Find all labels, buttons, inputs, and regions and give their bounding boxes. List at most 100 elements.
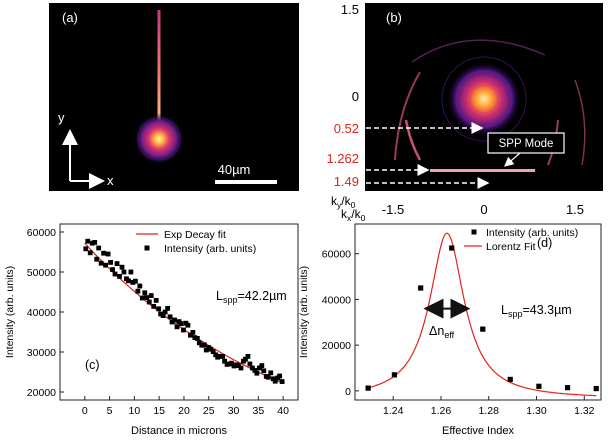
data-point <box>190 330 195 335</box>
y-tick-label: 30000 <box>27 347 56 359</box>
data-point <box>186 323 191 328</box>
legend-points-swatch <box>145 246 150 251</box>
y-tick-label: 20000 <box>322 340 351 352</box>
x-tick-label: 1.32 <box>574 405 595 417</box>
x-axis-title: Effective Index <box>442 425 514 437</box>
chart-d: 1.24 1.26 1.28 1.30 1.32 0 20000 40000 60000 Effe… <box>298 224 601 437</box>
scale-bar <box>215 180 277 184</box>
x-tick-label: 15 <box>153 405 165 417</box>
data-point <box>480 327 485 332</box>
central-spot <box>446 61 522 137</box>
data-point <box>268 370 273 375</box>
ky-tick-zero: 0 <box>352 89 359 104</box>
data-point <box>96 246 101 251</box>
kx-tick-neg: -1.5 <box>382 202 404 217</box>
data-point <box>280 379 285 384</box>
x-tick-label: 1.28 <box>479 405 500 417</box>
y-tick-label: 20000 <box>27 387 56 399</box>
data-point <box>195 336 200 341</box>
data-point <box>137 284 142 289</box>
data-point <box>83 246 88 251</box>
marker-label-1262: 1.262 <box>326 151 359 166</box>
data-point <box>151 304 156 309</box>
kx-tick-pos: 1.5 <box>566 202 584 217</box>
data-point <box>108 260 113 265</box>
x-tick-label: 1.24 <box>383 405 404 417</box>
data-point <box>179 321 184 326</box>
data-point <box>254 371 259 376</box>
kx-tick-zero: 0 <box>480 202 487 217</box>
data-point <box>165 306 170 311</box>
data-point <box>140 296 145 301</box>
x-tick-label: 1.30 <box>526 405 547 417</box>
x-tick-label: 0 <box>82 405 88 417</box>
marker-label-149: 1.49 <box>334 174 359 189</box>
data-point <box>259 363 264 368</box>
y-tick-label: 60000 <box>322 249 351 261</box>
data-point <box>103 263 108 268</box>
legend-fit-label: Lorentz Fit <box>486 241 536 253</box>
data-point <box>88 250 93 255</box>
data-point <box>133 279 138 284</box>
x-axis-label: x <box>107 173 114 188</box>
lspp-annotation-d: Lspp=43.3µm <box>501 303 572 319</box>
data-point <box>508 377 513 382</box>
data-point <box>122 270 127 275</box>
data-point <box>277 374 282 379</box>
y-axis-title: Intensity (arb. units) <box>298 266 310 358</box>
data-point <box>220 354 225 359</box>
chart-c: 0 5 10 15 20 25 30 35 40200003000040000500006000… <box>4 224 298 437</box>
data-point <box>181 328 186 333</box>
data-point <box>149 293 154 298</box>
kx-label: kx/k0 <box>341 207 366 223</box>
y-tick-label: 40000 <box>322 294 351 306</box>
data-point <box>418 285 423 290</box>
x-tick-label: 10 <box>129 405 141 417</box>
data-point <box>99 261 104 266</box>
spp-callout-text: SPP Mode <box>499 138 554 150</box>
x-tick-label: 1.26 <box>431 405 452 417</box>
panel-b-label: (b) <box>386 10 402 25</box>
panel-a-label: (a) <box>62 10 78 25</box>
y-axis-label: y <box>58 110 65 125</box>
data-point <box>147 300 152 305</box>
data-point <box>129 270 134 275</box>
x-tick-label: 40 <box>277 405 289 417</box>
data-point <box>113 272 118 277</box>
data-point <box>168 314 173 319</box>
data-point <box>115 261 120 266</box>
data-point <box>110 267 115 272</box>
x-axis-title: Distance in microns <box>131 425 227 437</box>
marker-label-052: 0.52 <box>334 121 359 136</box>
data-point <box>202 342 207 347</box>
data-point <box>120 265 125 270</box>
data-point <box>261 368 266 373</box>
x-tick-label: 30 <box>228 405 240 417</box>
panel-b: (b) SPP Mode 1.5 0 0.52 1.262 1.49 ky/k0… <box>326 2 603 223</box>
data-point <box>135 289 140 294</box>
lspp-annotation-c: Lspp=42.2µm <box>216 289 287 305</box>
y-tick-label: 0 <box>345 386 351 398</box>
data-point <box>117 274 122 279</box>
y-tick-label: 40000 <box>27 307 56 319</box>
data-point <box>172 318 177 323</box>
legend-points-label: Intensity (arb. units) <box>164 243 256 255</box>
data-point <box>142 290 147 295</box>
legend-points-swatch <box>472 230 477 235</box>
y-axis-title: Intensity (arb. units) <box>4 266 16 358</box>
delta-neff-label: Δneff <box>429 324 455 340</box>
panel-c-label: (c) <box>85 358 100 372</box>
data-point <box>239 366 244 371</box>
data-point <box>594 386 599 391</box>
panel-a: (a) y x 40µm <box>49 3 299 191</box>
data-point <box>449 245 454 250</box>
data-point <box>154 298 159 303</box>
spp-mode-line <box>430 169 535 172</box>
data-point <box>536 384 541 389</box>
data-point <box>156 306 161 311</box>
data-point <box>392 372 397 377</box>
data-point <box>565 385 570 390</box>
data-point <box>92 240 97 245</box>
legend-points-label: Intensity (arb. units) <box>486 227 578 239</box>
